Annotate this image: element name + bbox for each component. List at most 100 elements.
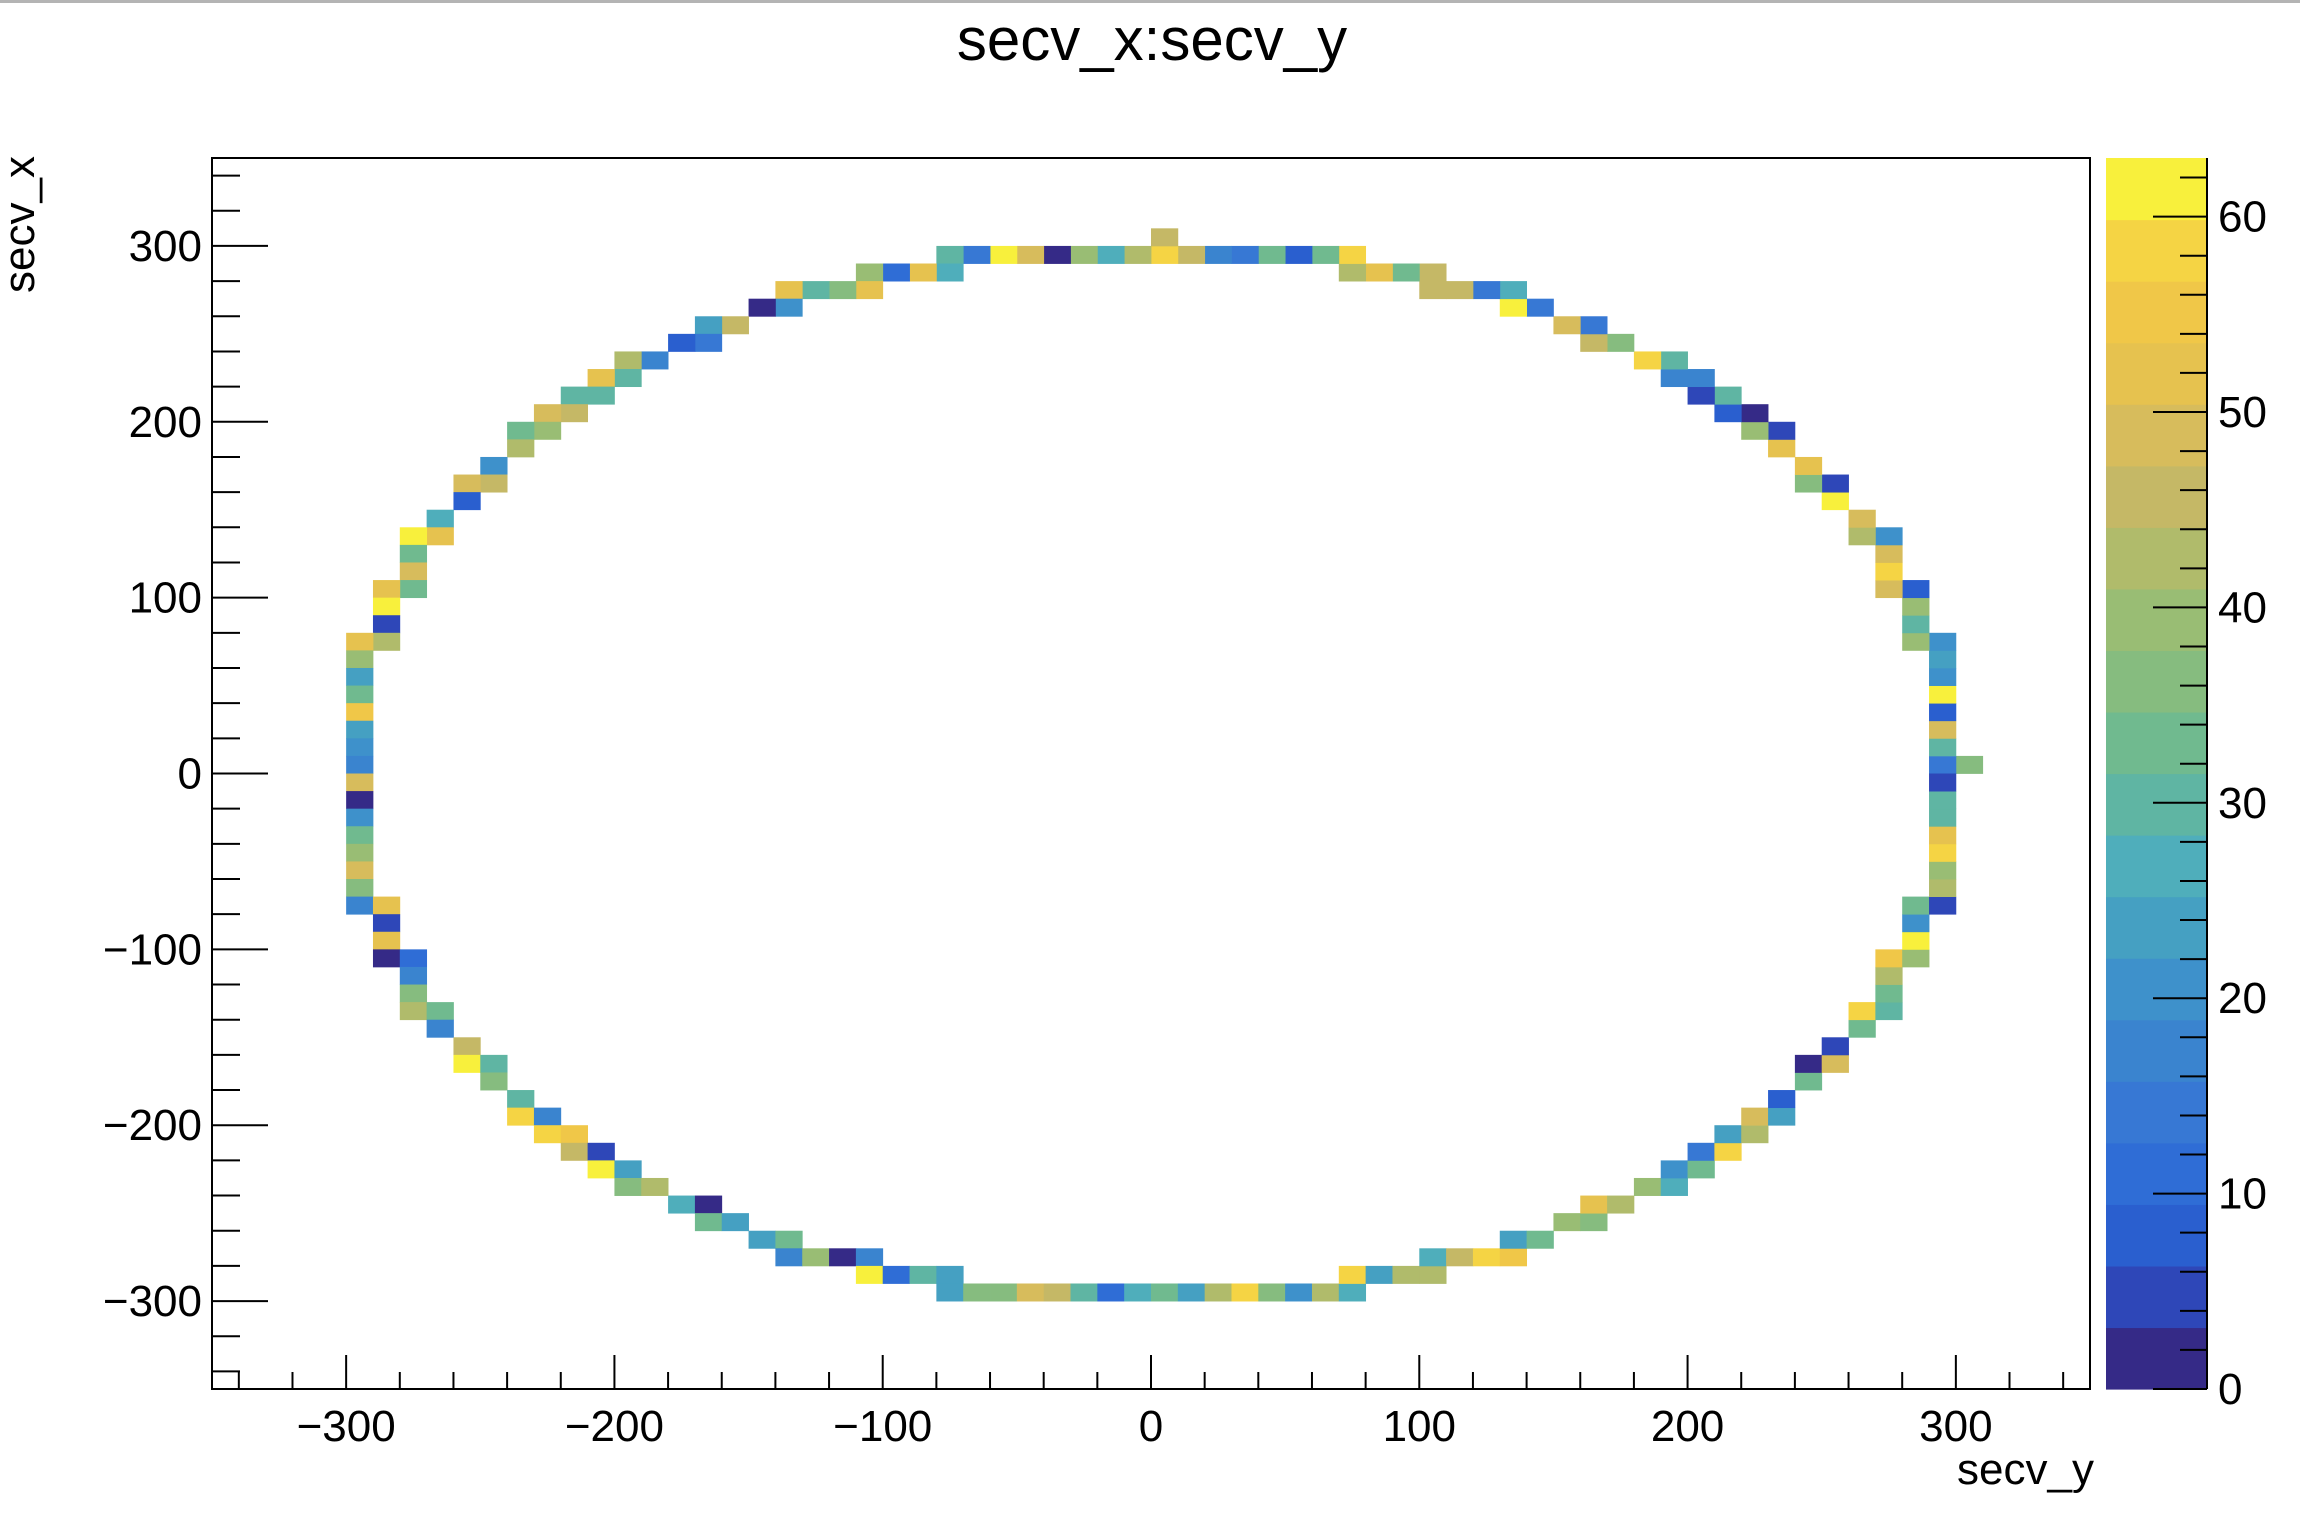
heatmap-bin (1124, 1283, 1152, 1302)
heatmap-bin (346, 667, 374, 686)
heatmap-bin (909, 1265, 937, 1284)
heatmap-bin (802, 1248, 830, 1267)
x-axis-label: secv_y (1957, 1445, 2094, 1494)
heatmap-bin (1687, 1160, 1715, 1179)
heatmap-bin (721, 1213, 749, 1232)
palette-band (2106, 835, 2207, 898)
heatmap-bin (1902, 632, 1930, 651)
heatmap-bin (1580, 333, 1608, 352)
heatmap-bin (1902, 931, 1930, 950)
heatmap-bin (1714, 404, 1742, 423)
heatmap-bin (1875, 949, 1903, 968)
heatmap-bin (855, 1265, 884, 1284)
palette-band (2106, 404, 2207, 467)
heatmap-bin (694, 316, 723, 335)
heatmap-bin (775, 298, 803, 317)
heatmap-bin (936, 263, 964, 282)
heatmap-bin (1204, 1283, 1232, 1302)
x-tick-label: 100 (1383, 1402, 1456, 1451)
heatmap-bin (936, 245, 964, 264)
heatmap-bin (1392, 1265, 1420, 1284)
heatmap-bin (1902, 896, 1930, 915)
heatmap-bin (1660, 369, 1688, 388)
heatmap-bin (1929, 791, 1957, 810)
heatmap-bin (1929, 650, 1957, 669)
heatmap-bin (1338, 245, 1367, 264)
heatmap-bin (1660, 1177, 1688, 1196)
heatmap-bin (1580, 1213, 1608, 1232)
heatmap-bin (829, 1248, 857, 1267)
heatmap-bin (587, 369, 615, 388)
y-tick-label: 200 (129, 398, 202, 447)
heatmap-bin (399, 984, 428, 1003)
heatmap-bin (1741, 1125, 1769, 1144)
heatmap-bin (1875, 580, 1903, 599)
heatmap-bin (560, 1142, 588, 1161)
heatmap-bin (1848, 527, 1876, 546)
heatmap-bin (990, 245, 1018, 264)
palette-band (2106, 958, 2207, 1021)
heatmap-bin (346, 632, 374, 651)
palette-band (2106, 1081, 2207, 1144)
heatmap-bin (694, 1195, 723, 1214)
heatmap-bin (453, 1037, 481, 1056)
heatmap-bin (372, 949, 401, 968)
heatmap-bin (1311, 1283, 1340, 1302)
heatmap-bin (346, 826, 374, 845)
heatmap-bin (1607, 333, 1635, 352)
heatmap-bin (1741, 421, 1769, 440)
heatmap-bin (399, 527, 428, 546)
heatmap-bin (1419, 263, 1447, 282)
heatmap-bin (1929, 896, 1957, 915)
palette-band (2106, 1019, 2207, 1082)
heatmap-bin (1311, 245, 1340, 264)
heatmap-bin (346, 896, 374, 915)
heatmap-bin (1526, 1230, 1554, 1249)
heatmap-bin (507, 1107, 535, 1126)
heatmap-bin (426, 1002, 454, 1021)
heatmap-bin (372, 931, 401, 950)
heatmap-bin (1553, 1213, 1581, 1232)
heatmap-bin (372, 580, 401, 599)
palette-band (2106, 896, 2207, 959)
heatmap-bin (882, 1265, 910, 1284)
palette-band (2106, 1327, 2207, 1390)
heatmap-bin (1043, 245, 1071, 264)
heatmap-bin (560, 386, 588, 405)
heatmap-bin (1929, 667, 1957, 686)
heatmap-bin (936, 1283, 964, 1302)
heatmap-bin (560, 404, 588, 423)
heatmap-bin (480, 474, 508, 493)
plot-frame (211, 157, 2091, 1390)
palette-band (2106, 158, 2207, 221)
heatmap-bin (1955, 755, 1984, 774)
heatmap-bin (882, 263, 910, 282)
heatmap-bin (1580, 316, 1608, 335)
heatmap-bin (560, 1125, 588, 1144)
heatmap-bin (614, 1160, 642, 1179)
heatmap-bin (1258, 1283, 1286, 1302)
heatmap-bin (372, 597, 401, 616)
heatmap-bin (453, 1054, 481, 1073)
heatmap-bin (775, 1230, 803, 1249)
heatmap-bin (748, 1230, 776, 1249)
color-axis: 0 10 20 30 40 50 60 (2153, 158, 2267, 1414)
heatmap-bin (587, 1142, 615, 1161)
y-tick-label: −100 (103, 925, 202, 974)
y-tick-label: −200 (103, 1101, 202, 1150)
heatmap-bin (1016, 245, 1045, 264)
heatmap-bin (1875, 562, 1903, 581)
heatmap-bin (1660, 351, 1688, 370)
heatmap-bin (533, 1125, 562, 1144)
heatmap-bin (1929, 632, 1957, 651)
heatmap-bin (1097, 1283, 1125, 1302)
heatmap-bin (1499, 281, 1527, 300)
heatmap-bin (1821, 474, 1849, 493)
heatmap-bin (748, 298, 776, 317)
heatmap-bin (1151, 228, 1179, 247)
heatmap-bin (1043, 1283, 1071, 1302)
heatmap-bin (346, 720, 374, 739)
heatmap-bin (855, 1248, 884, 1267)
color-axis-label: 20 (2218, 974, 2267, 1023)
